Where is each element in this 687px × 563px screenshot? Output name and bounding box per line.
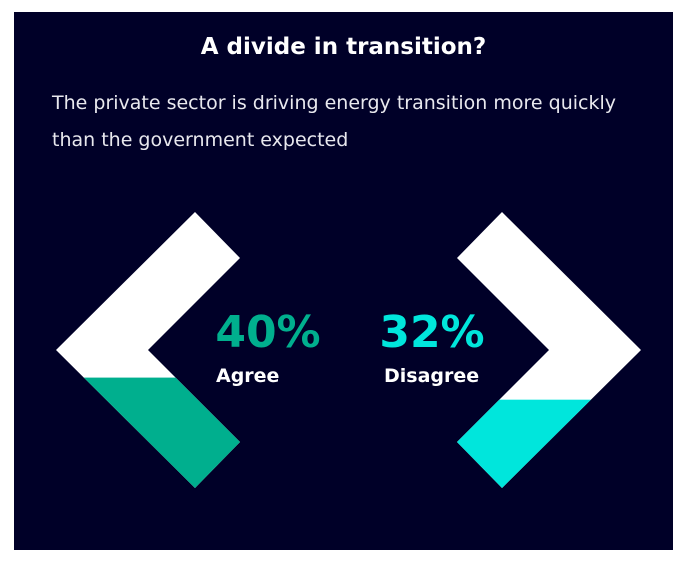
value-label: 32% (379, 307, 484, 358)
category-label: Disagree (384, 365, 479, 387)
chevron-fill (56, 377, 240, 488)
chart-title: A divide in transition? (200, 34, 487, 60)
chart-subtitle: The private sector is driving energy tra… (52, 92, 616, 151)
chevron-fill (457, 399, 641, 488)
category-label: Agree (216, 365, 279, 387)
value-label: 40% (215, 307, 320, 358)
